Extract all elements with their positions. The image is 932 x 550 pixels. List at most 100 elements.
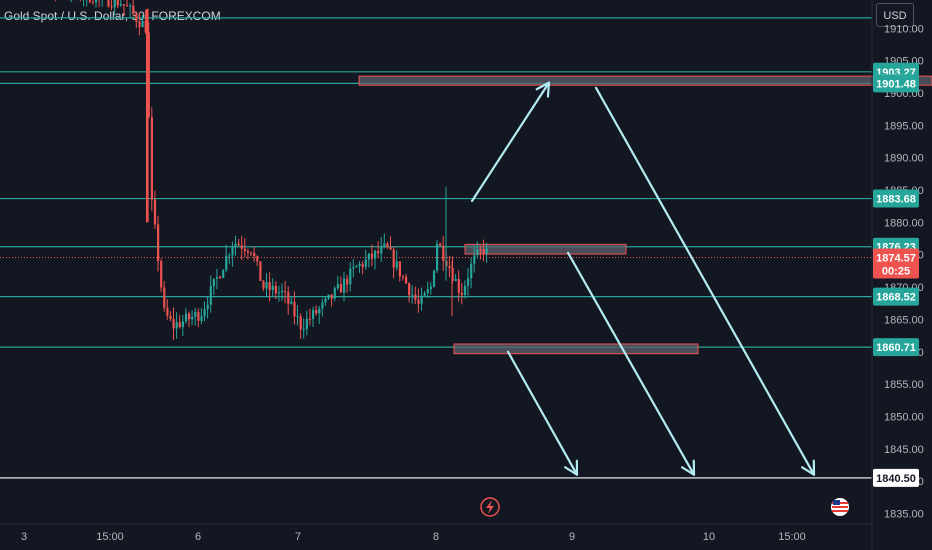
candle-body <box>312 309 315 319</box>
candle-body <box>315 309 318 314</box>
price-tick-label: 1835.00 <box>884 509 924 521</box>
candle-body <box>423 293 426 296</box>
candle-body <box>284 290 287 292</box>
candle-body <box>231 246 234 256</box>
candles <box>55 0 488 340</box>
candle-body <box>460 292 463 295</box>
price-tick-label: 1910.00 <box>884 23 924 35</box>
candle-body <box>370 253 374 259</box>
price-tag-label: 1901.48 <box>876 78 916 90</box>
candle-body <box>395 261 398 268</box>
candle-body <box>302 329 305 331</box>
countdown-label: 00:25 <box>882 265 910 277</box>
candle-body <box>122 4 126 6</box>
candle-body <box>457 279 460 293</box>
candle-body <box>389 247 392 250</box>
price-tick-label: 1845.00 <box>884 444 924 456</box>
candle-body <box>426 289 429 294</box>
candle-body <box>246 250 250 253</box>
candle-body <box>451 268 454 281</box>
symbol-title: Gold Spot / U.S. Dollar, 30, FOREXCOM <box>4 9 221 23</box>
candle-body <box>482 249 485 254</box>
candle-body <box>110 6 113 8</box>
projection-arrow[interactable] <box>470 81 551 203</box>
candle-body <box>259 261 262 281</box>
arrow-head <box>801 459 816 476</box>
candle-body <box>439 243 442 246</box>
candle-body <box>405 276 408 284</box>
candle-body <box>150 117 153 200</box>
candle-body <box>485 248 488 254</box>
candle-body <box>411 294 414 296</box>
candle-body <box>308 318 312 320</box>
candle-body <box>222 269 225 279</box>
candle-body <box>135 13 138 22</box>
candle-body <box>436 243 439 271</box>
time-axis: 3 15:00 6 7 8 9 10 15:00 <box>21 531 806 543</box>
price-tags: 1903.271901.481883.681876.231868.521860.… <box>873 62 919 487</box>
candle-body <box>479 249 482 251</box>
projection-arrow[interactable] <box>506 350 579 476</box>
candle-body <box>281 290 284 293</box>
candle-body <box>296 316 299 318</box>
lightning-icon[interactable] <box>480 497 500 517</box>
projection-arrow[interactable] <box>566 251 696 476</box>
candle-body <box>215 277 219 279</box>
candle-body <box>194 311 197 317</box>
candle-body <box>181 321 184 328</box>
price-tick-label: 1855.00 <box>884 379 924 391</box>
candle-body <box>107 0 110 7</box>
projection-arrow[interactable] <box>594 86 816 476</box>
candle-body <box>330 294 333 299</box>
candle-body <box>324 298 327 303</box>
zone-box[interactable] <box>464 243 627 255</box>
arrow-head <box>680 459 696 476</box>
candle-body <box>339 284 343 293</box>
candle-body <box>138 21 141 28</box>
candle-body <box>200 316 203 321</box>
price-tag-label: 1883.68 <box>876 194 916 206</box>
zones <box>358 75 932 355</box>
candle-body <box>287 291 290 304</box>
candle-body <box>144 20 147 33</box>
candle-body <box>367 253 370 260</box>
candle-body <box>429 286 432 290</box>
candle-body <box>160 261 163 288</box>
candle-body <box>116 0 119 6</box>
candle-body <box>352 267 355 269</box>
zone-box[interactable] <box>358 75 932 86</box>
candle-body <box>271 285 274 291</box>
candle-body <box>361 263 364 267</box>
arrows <box>470 81 816 476</box>
candle-body <box>163 287 166 308</box>
candle-body <box>398 261 401 277</box>
level-lines <box>0 17 872 479</box>
time-tick-label: 3 <box>21 531 27 543</box>
candle-body <box>191 316 194 320</box>
candle-body <box>240 245 243 249</box>
candle-body <box>95 0 98 3</box>
us-flag-icon[interactable] <box>831 498 849 516</box>
candle-body <box>219 277 222 279</box>
price-tick-label: 1850.00 <box>884 411 924 423</box>
candle-body <box>420 295 423 304</box>
price-tick-label: 1865.00 <box>884 314 924 326</box>
candle-body <box>126 5 129 7</box>
zone-box[interactable] <box>453 343 699 355</box>
candle-body <box>321 302 324 309</box>
candle-body <box>119 4 122 6</box>
time-tick-label: 6 <box>195 531 201 543</box>
candle-body <box>293 301 296 317</box>
candle-body <box>132 5 135 14</box>
candle-body <box>265 282 268 289</box>
candle-body <box>442 245 445 261</box>
currency-button[interactable]: USD <box>876 3 914 27</box>
candle-body <box>463 285 467 295</box>
candle-body <box>169 315 172 319</box>
candle-body <box>408 283 411 296</box>
time-tick-label: 15:00 <box>778 531 806 543</box>
candle-body <box>432 270 436 287</box>
price-tag-label: 1840.50 <box>876 473 916 485</box>
candle-body <box>299 316 302 330</box>
